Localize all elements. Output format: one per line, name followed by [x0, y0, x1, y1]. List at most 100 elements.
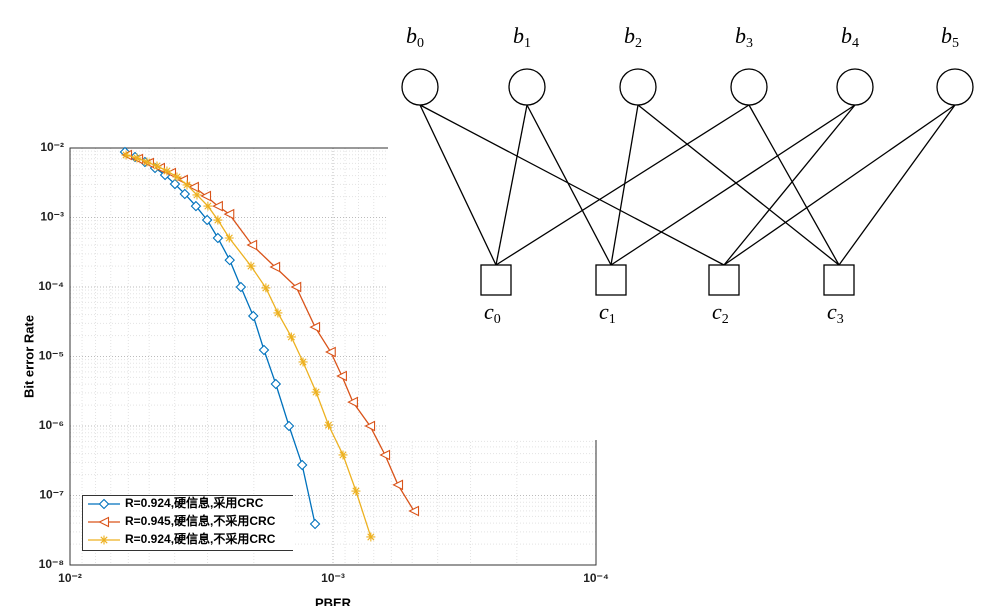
- y-tick-label: 10⁻⁴: [38, 279, 64, 293]
- marker: [261, 283, 271, 293]
- edge: [637, 104, 840, 266]
- marker: [223, 208, 235, 220]
- variable-node: [730, 68, 768, 106]
- marker: [212, 232, 224, 244]
- marker: [309, 321, 321, 333]
- marker: [325, 346, 336, 358]
- y-tick-label: 10⁻⁸: [39, 557, 64, 571]
- variable-node: [836, 68, 874, 106]
- marker: [213, 215, 223, 225]
- marker: [298, 357, 308, 367]
- marker: [269, 261, 281, 273]
- node-label: c3: [827, 299, 844, 327]
- variable-node: [619, 68, 657, 106]
- edge: [723, 104, 956, 266]
- variable-node: [401, 68, 439, 106]
- y-tick-label: 10⁻⁷: [39, 488, 64, 502]
- variable-node: [508, 68, 546, 106]
- marker: [392, 479, 404, 491]
- subscript: 3: [746, 36, 753, 51]
- edge: [610, 104, 856, 266]
- marker: [98, 516, 110, 528]
- legend-label: R=0.945,硬信息,不采用CRC: [125, 513, 276, 528]
- marker: [201, 214, 213, 226]
- marker: [309, 518, 321, 530]
- subscript: 2: [722, 312, 729, 327]
- symbol: b: [624, 23, 635, 48]
- node-label: b2: [624, 23, 642, 51]
- marker: [99, 535, 109, 545]
- legend-label: R=0.924,硬信息,不采用CRC: [125, 531, 276, 546]
- marker: [273, 308, 283, 318]
- node-label: c1: [599, 299, 616, 327]
- marker: [132, 153, 142, 163]
- marker: [351, 486, 361, 496]
- marker: [347, 396, 358, 408]
- marker: [190, 200, 202, 212]
- subscript: 4: [852, 36, 859, 51]
- edge: [610, 104, 639, 266]
- marker: [408, 505, 420, 517]
- node-label: c2: [712, 299, 729, 327]
- marker: [364, 420, 376, 432]
- check-node: [823, 264, 855, 296]
- check-node: [708, 264, 740, 296]
- marker: [121, 150, 131, 160]
- marker: [246, 261, 256, 271]
- marker: [270, 378, 282, 390]
- symbol: c: [712, 299, 722, 324]
- tanner-graph: [401, 68, 974, 296]
- marker: [258, 344, 270, 356]
- symbol: b: [735, 23, 746, 48]
- diagram-background: [388, 0, 992, 440]
- legend: R=0.924,硬信息,采用CRC R=0.945,硬信息,不采用CRC R=0.9…: [82, 495, 293, 551]
- marker: [142, 157, 152, 167]
- y-tick-label: 10⁻²: [40, 140, 64, 154]
- marker: [224, 233, 234, 243]
- node-label: b5: [941, 23, 959, 51]
- subscript: 2: [635, 36, 642, 51]
- symbol: b: [406, 23, 417, 48]
- y-tick-label: 10⁻⁶: [39, 418, 64, 432]
- symbol: c: [484, 299, 494, 324]
- node-label: b0: [406, 23, 424, 51]
- edge: [838, 104, 956, 266]
- marker: [192, 190, 202, 200]
- subscript: 5: [952, 36, 959, 51]
- marker: [212, 200, 223, 212]
- marker: [296, 459, 308, 471]
- symbol: b: [841, 23, 852, 48]
- marker: [224, 254, 235, 266]
- check-node: [595, 264, 627, 296]
- y-tick-label: 10⁻⁵: [39, 349, 64, 363]
- marker: [98, 498, 110, 510]
- node-label: c0: [484, 299, 501, 327]
- edge: [419, 104, 725, 266]
- node-label: b3: [735, 23, 753, 51]
- x-tick-label: 10⁻⁴: [583, 571, 609, 585]
- marker: [324, 420, 334, 430]
- variable-node: [936, 68, 974, 106]
- y-axis-label: Bit error Rate: [21, 315, 36, 398]
- marker: [235, 281, 247, 293]
- marker: [379, 449, 391, 461]
- y-tick-label: 10⁻³: [40, 210, 64, 224]
- marker: [162, 166, 172, 176]
- subscript: 1: [524, 36, 531, 51]
- subscript: 3: [837, 312, 844, 327]
- marker: [182, 180, 192, 190]
- marker: [247, 310, 259, 322]
- subscript: 1: [609, 312, 616, 327]
- marker: [200, 190, 212, 202]
- check-node: [480, 264, 512, 296]
- marker: [338, 450, 348, 460]
- marker: [286, 332, 296, 342]
- x-axis-label: PBER: [315, 595, 352, 606]
- marker: [179, 188, 191, 200]
- marker: [169, 178, 181, 190]
- symbol: c: [599, 299, 609, 324]
- edge: [419, 104, 497, 266]
- node-label: b1: [513, 23, 531, 51]
- x-tick-label: 10⁻³: [321, 571, 345, 585]
